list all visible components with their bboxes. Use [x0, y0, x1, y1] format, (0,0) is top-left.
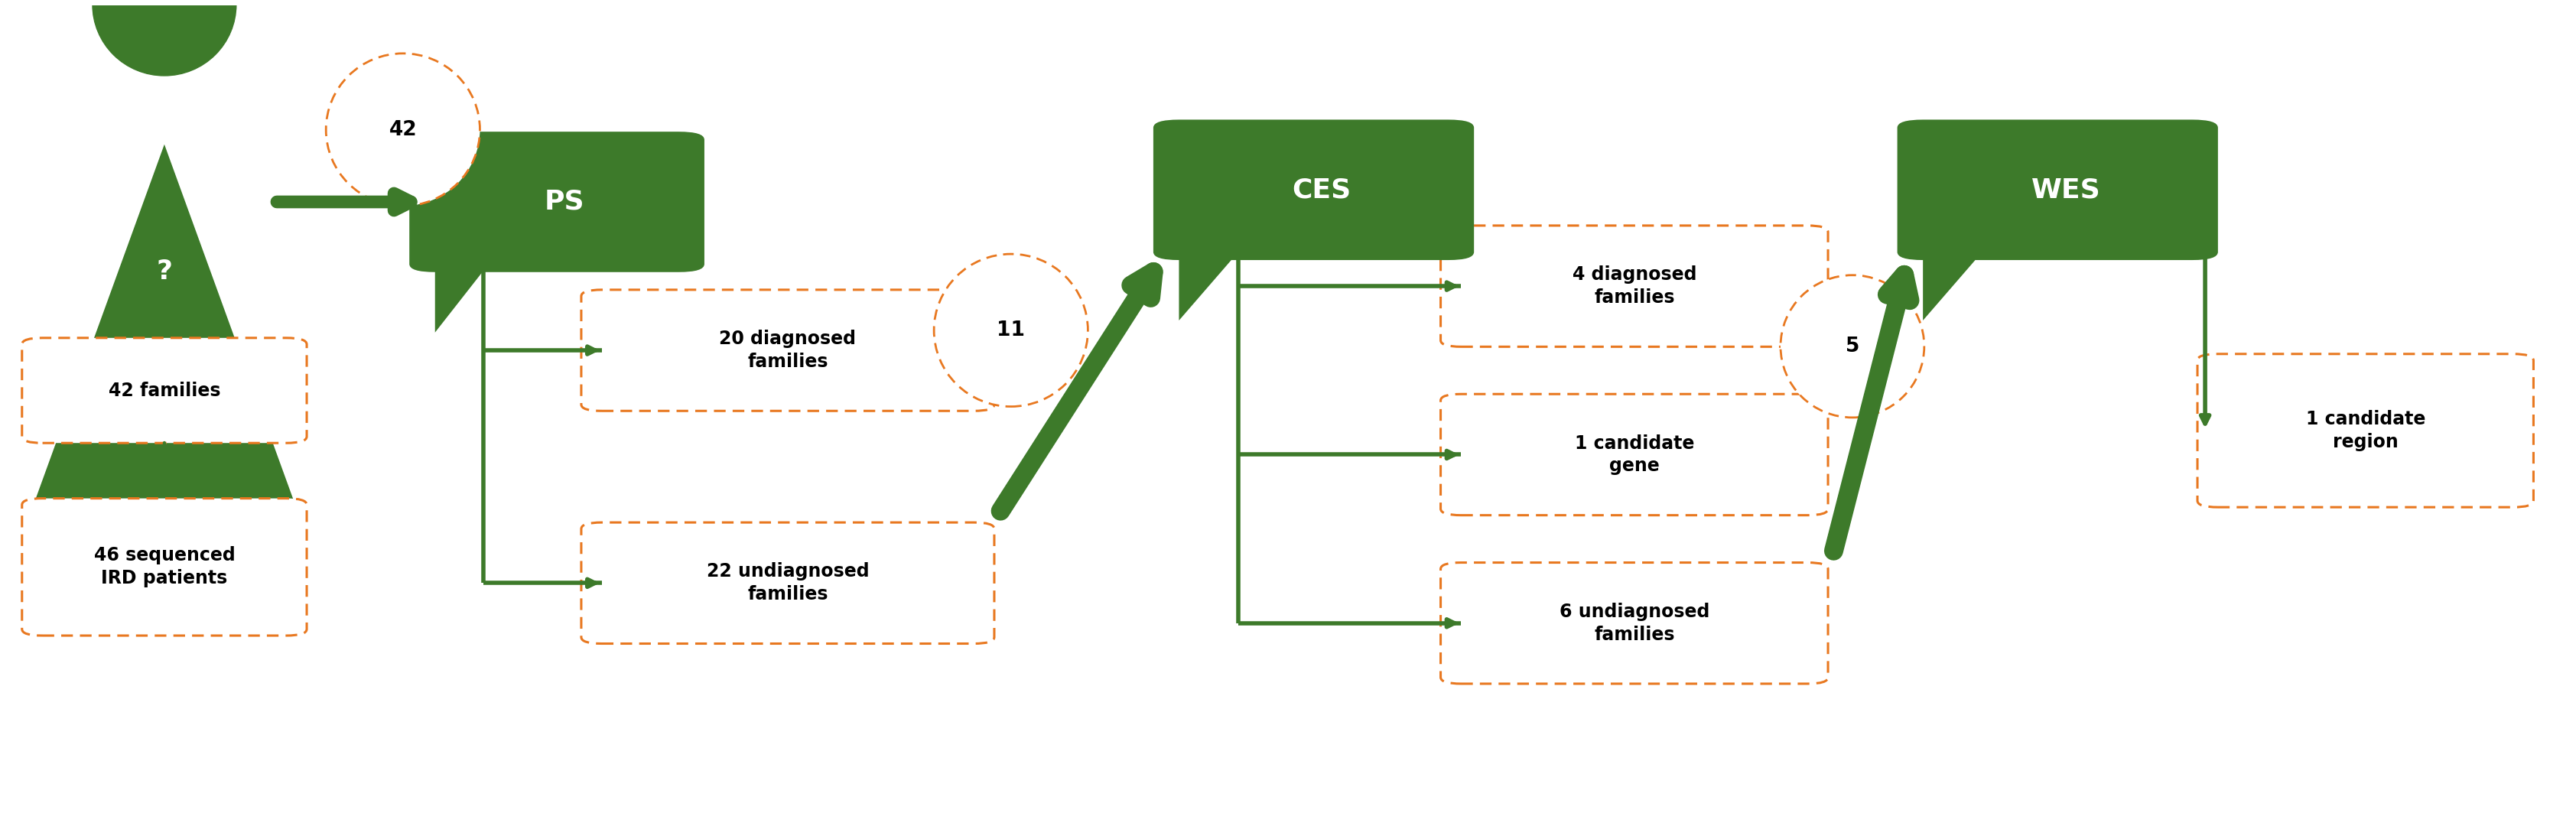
Text: 11: 11 [997, 320, 1025, 340]
FancyBboxPatch shape [1154, 120, 1473, 260]
Text: 20 diagnosed
families: 20 diagnosed families [719, 330, 855, 371]
FancyBboxPatch shape [23, 338, 307, 443]
Text: PS: PS [544, 189, 585, 215]
FancyBboxPatch shape [410, 132, 703, 272]
Polygon shape [1922, 252, 1981, 320]
FancyBboxPatch shape [1899, 120, 2218, 260]
Text: 6 undiagnosed
families: 6 undiagnosed families [1558, 602, 1710, 644]
Text: ?: ? [157, 259, 173, 285]
Polygon shape [1180, 252, 1239, 320]
Polygon shape [435, 264, 489, 333]
FancyBboxPatch shape [2197, 354, 2532, 507]
Text: 22 undiagnosed
families: 22 undiagnosed families [706, 563, 868, 603]
Text: †: † [1891, 304, 1899, 318]
Text: 4 diagnosed
families: 4 diagnosed families [1571, 266, 1698, 307]
FancyBboxPatch shape [1440, 563, 1829, 684]
Text: 42 families: 42 families [108, 381, 222, 400]
Ellipse shape [1780, 275, 1924, 418]
Text: 5: 5 [1844, 337, 1860, 356]
Text: WES: WES [2030, 177, 2099, 203]
FancyBboxPatch shape [582, 523, 994, 644]
Ellipse shape [93, 0, 237, 76]
Text: CES: CES [1293, 177, 1352, 203]
FancyBboxPatch shape [1440, 394, 1829, 515]
FancyBboxPatch shape [1440, 225, 1829, 346]
Text: 1 candidate
gene: 1 candidate gene [1574, 434, 1695, 475]
Text: 46 sequenced
IRD patients: 46 sequenced IRD patients [93, 546, 234, 588]
Polygon shape [31, 145, 299, 511]
Text: 42: 42 [389, 120, 417, 140]
FancyBboxPatch shape [23, 498, 307, 636]
Ellipse shape [935, 254, 1087, 406]
Ellipse shape [327, 54, 479, 206]
Text: 1 candidate
region: 1 candidate region [2306, 410, 2424, 451]
FancyBboxPatch shape [582, 289, 994, 411]
